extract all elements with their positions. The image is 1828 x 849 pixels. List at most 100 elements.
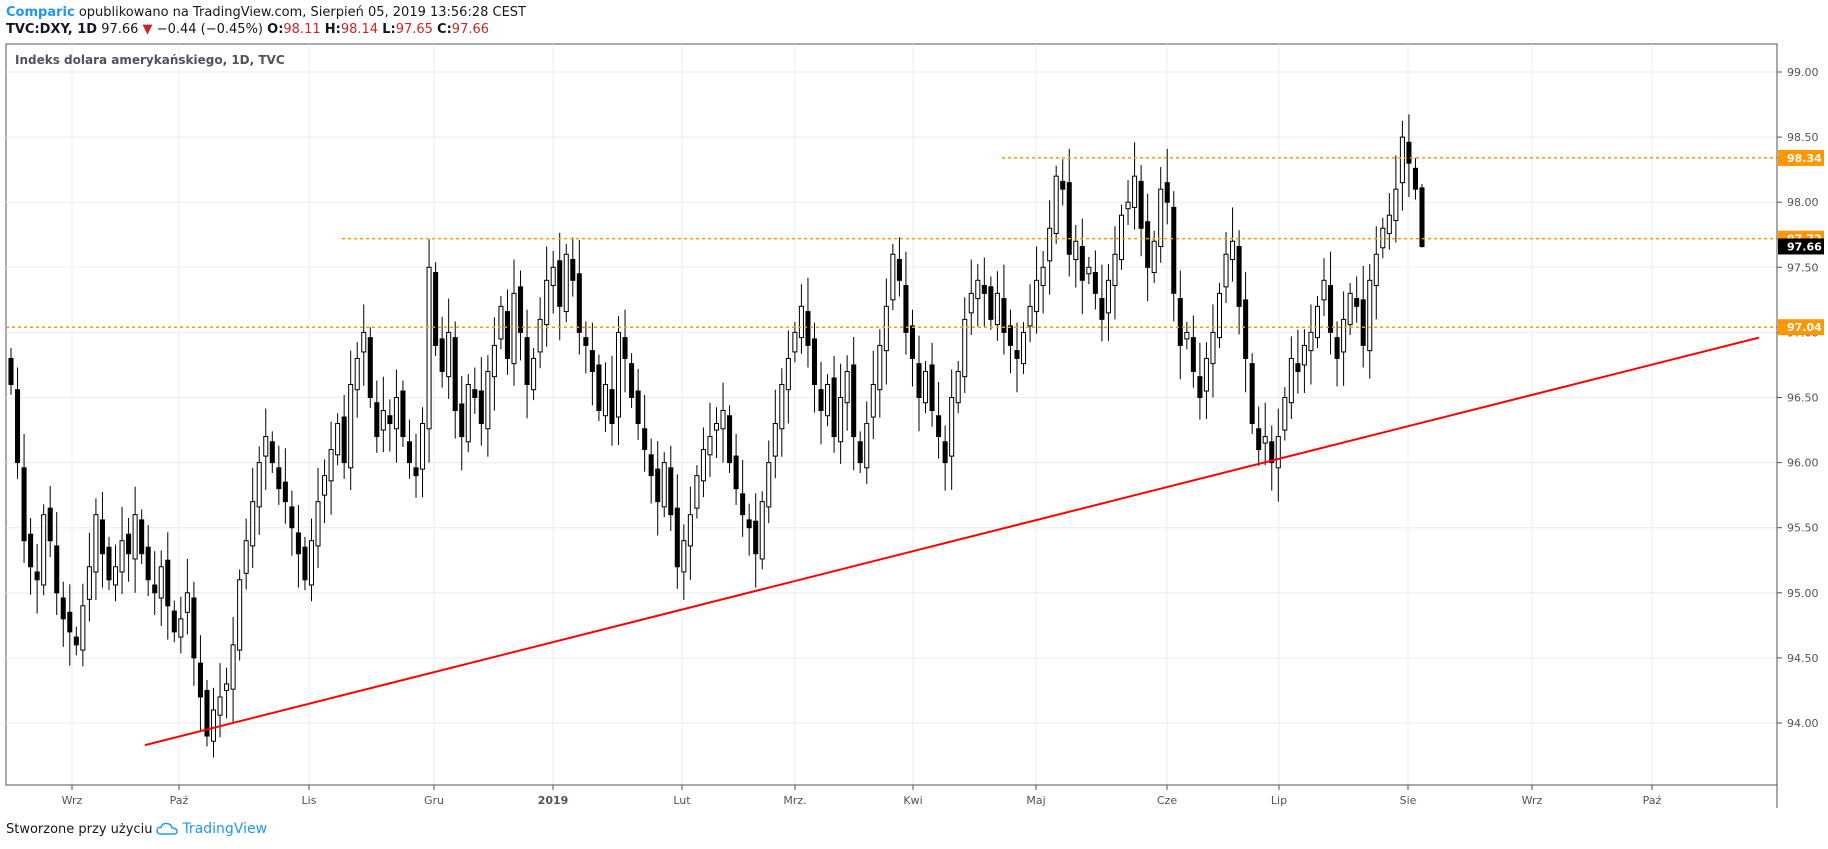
candle (792, 321, 798, 363)
candle (1360, 265, 1366, 368)
candle (674, 474, 680, 589)
candle (1034, 246, 1040, 334)
candle (1112, 226, 1118, 320)
candle-body (426, 266, 432, 430)
candle (1132, 142, 1138, 230)
candle-body (1262, 436, 1268, 444)
candle-body (263, 436, 269, 457)
candle-body (15, 389, 21, 464)
candle (687, 486, 693, 580)
candle-body (877, 344, 883, 391)
candle-body (694, 475, 700, 509)
y-tick-label: 98.00 (1787, 196, 1819, 209)
candle-body (80, 605, 86, 651)
candle (243, 518, 249, 590)
candle (491, 317, 497, 411)
candle-body (1243, 299, 1249, 359)
candle (1399, 120, 1405, 211)
candle (942, 425, 948, 491)
candle-body (328, 449, 334, 482)
candle (1223, 232, 1229, 304)
candle-body (41, 514, 47, 586)
price-axis[interactable]: 94.0094.5095.0095.5096.0096.5097.0097.50… (1777, 66, 1824, 730)
y-tick-label: 94.50 (1787, 652, 1819, 665)
high-value: 98.14 (340, 22, 379, 37)
candle (472, 367, 478, 414)
candle-body (1321, 279, 1327, 301)
candle-body (478, 390, 484, 425)
candle-body (282, 481, 288, 503)
candle-body (733, 455, 739, 490)
candle (707, 402, 713, 477)
candle-body (668, 467, 674, 516)
ohlc-line: TVC:DXY, 1D 97.66 ▼ −0.44 (−0.45%) O:98.… (6, 21, 526, 38)
low-label: L: (382, 22, 396, 37)
candle (295, 504, 301, 588)
level-price-label: 98.34 (1787, 152, 1822, 165)
candle-body (256, 462, 262, 508)
candle-body (191, 597, 197, 659)
candle (779, 368, 785, 457)
time-axis[interactable]: Wrz Paź Lis Gru 2019 Lut Mrz. Kwi Maj Cze Lip Sie Wr… (62, 785, 1662, 807)
candle (1105, 264, 1111, 341)
candle (80, 583, 86, 667)
candle (197, 635, 203, 731)
candle-body (583, 337, 589, 346)
candle (955, 361, 961, 414)
created-with-text: Stworzone przy użyciu (6, 821, 153, 837)
candle-body (341, 416, 347, 464)
candle (308, 518, 315, 602)
candle-body (1014, 350, 1020, 359)
candle-body (184, 592, 190, 613)
candle (256, 446, 262, 535)
candle-body (903, 285, 909, 333)
candle-body (1118, 214, 1125, 260)
candle (132, 486, 138, 593)
x-tick-label: Wrz (1522, 794, 1543, 807)
candle-body (393, 397, 399, 430)
candle (1262, 402, 1268, 466)
candle (936, 381, 942, 459)
candle (635, 368, 641, 440)
candle (171, 600, 177, 643)
candle-body (459, 403, 465, 438)
candle (838, 363, 844, 464)
symbol-label: TVC:DXY, 1D (6, 22, 98, 37)
candle (28, 517, 34, 595)
candle (1171, 191, 1177, 322)
candle (315, 467, 321, 569)
candle (1314, 295, 1321, 349)
candle (1210, 304, 1216, 398)
tradingview-brand[interactable]: TradingView (182, 821, 268, 837)
candle-body (1099, 298, 1105, 320)
candle-body (962, 318, 968, 378)
candle-body (1125, 201, 1131, 210)
candle-body (210, 709, 217, 742)
candle (165, 532, 171, 640)
candle (681, 524, 687, 600)
candle (367, 327, 373, 408)
candle (909, 309, 915, 387)
candle (1184, 321, 1190, 350)
candle-body (1288, 357, 1294, 404)
candle-body (674, 507, 680, 568)
candle (282, 448, 288, 524)
candle-body (439, 338, 445, 372)
candle-body (727, 415, 733, 464)
candle-body (537, 318, 543, 353)
candle (99, 491, 105, 588)
candle-body (465, 383, 471, 443)
author-link[interactable]: Comparic (6, 5, 75, 20)
x-tick-label: Sie (1400, 794, 1417, 807)
candle (1158, 167, 1164, 263)
candle (805, 277, 811, 368)
candle (302, 536, 308, 591)
candle (406, 419, 413, 479)
candle (851, 336, 857, 471)
candle-body (145, 546, 151, 581)
candle (485, 355, 491, 457)
candle (1269, 425, 1275, 491)
candle-body (54, 545, 60, 594)
candle-body (576, 273, 582, 333)
